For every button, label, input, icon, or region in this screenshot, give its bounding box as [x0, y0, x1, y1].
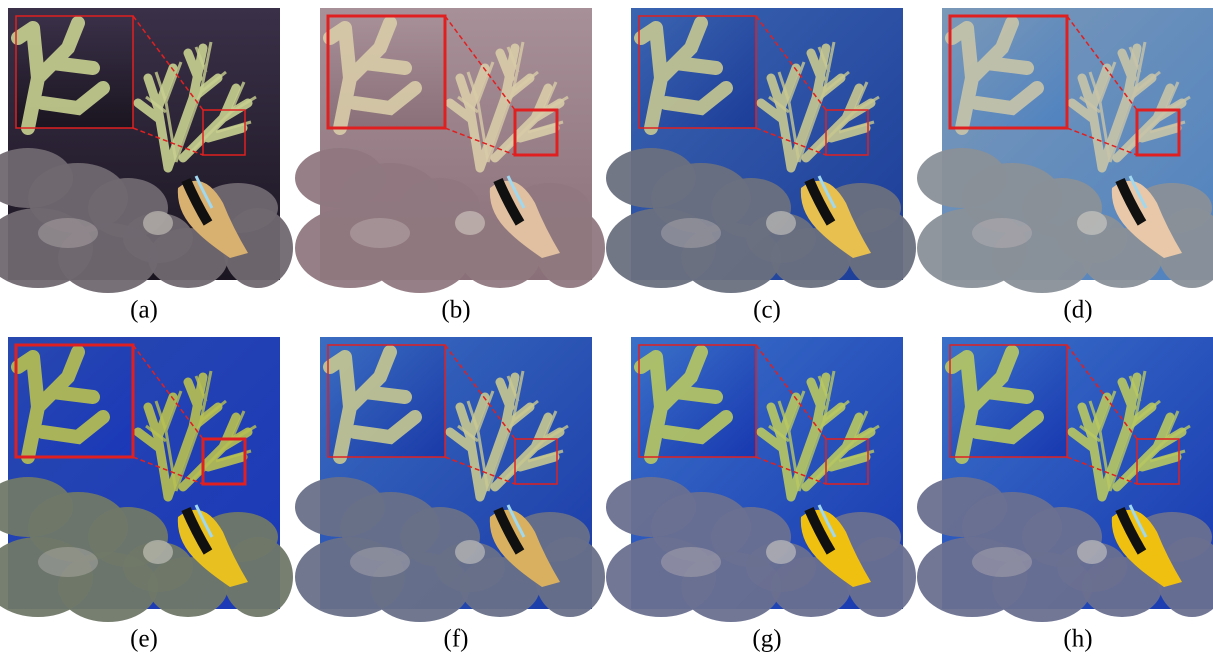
- image-panel: [606, 8, 916, 293]
- reef-highlight: [661, 547, 721, 577]
- image-panel: [917, 337, 1213, 622]
- figure: (a) (b) (c) (d) (e) (f) (g) (h): [0, 0, 1213, 659]
- image-panel: [0, 8, 293, 293]
- reef-highlight: [1077, 540, 1107, 564]
- reef-highlight: [1077, 211, 1107, 235]
- reef-highlight: [38, 218, 98, 248]
- caption: (c): [753, 297, 781, 324]
- reef-highlight: [661, 218, 721, 248]
- caption: (a): [130, 297, 158, 324]
- image-panel: [295, 337, 605, 622]
- caption: (b): [441, 297, 470, 324]
- caption: (g): [752, 626, 781, 653]
- caption: (e): [130, 626, 158, 653]
- reef-highlight: [350, 218, 410, 248]
- reef-highlight: [766, 211, 796, 235]
- caption: (d): [1063, 297, 1092, 324]
- reef-highlight: [972, 547, 1032, 577]
- reef-highlight: [143, 211, 173, 235]
- reef-highlight: [143, 540, 173, 564]
- image-panel: [0, 337, 293, 622]
- reef-highlight: [38, 547, 98, 577]
- image-panel: [606, 337, 916, 622]
- reef-highlight: [766, 540, 796, 564]
- caption: (h): [1063, 626, 1092, 653]
- reef-highlight: [455, 211, 485, 235]
- reef-highlight: [455, 540, 485, 564]
- image-panel: [295, 8, 605, 293]
- image-panel: [917, 8, 1213, 293]
- caption: (f): [444, 626, 469, 653]
- reef-highlight: [350, 547, 410, 577]
- reef-highlight: [972, 218, 1032, 248]
